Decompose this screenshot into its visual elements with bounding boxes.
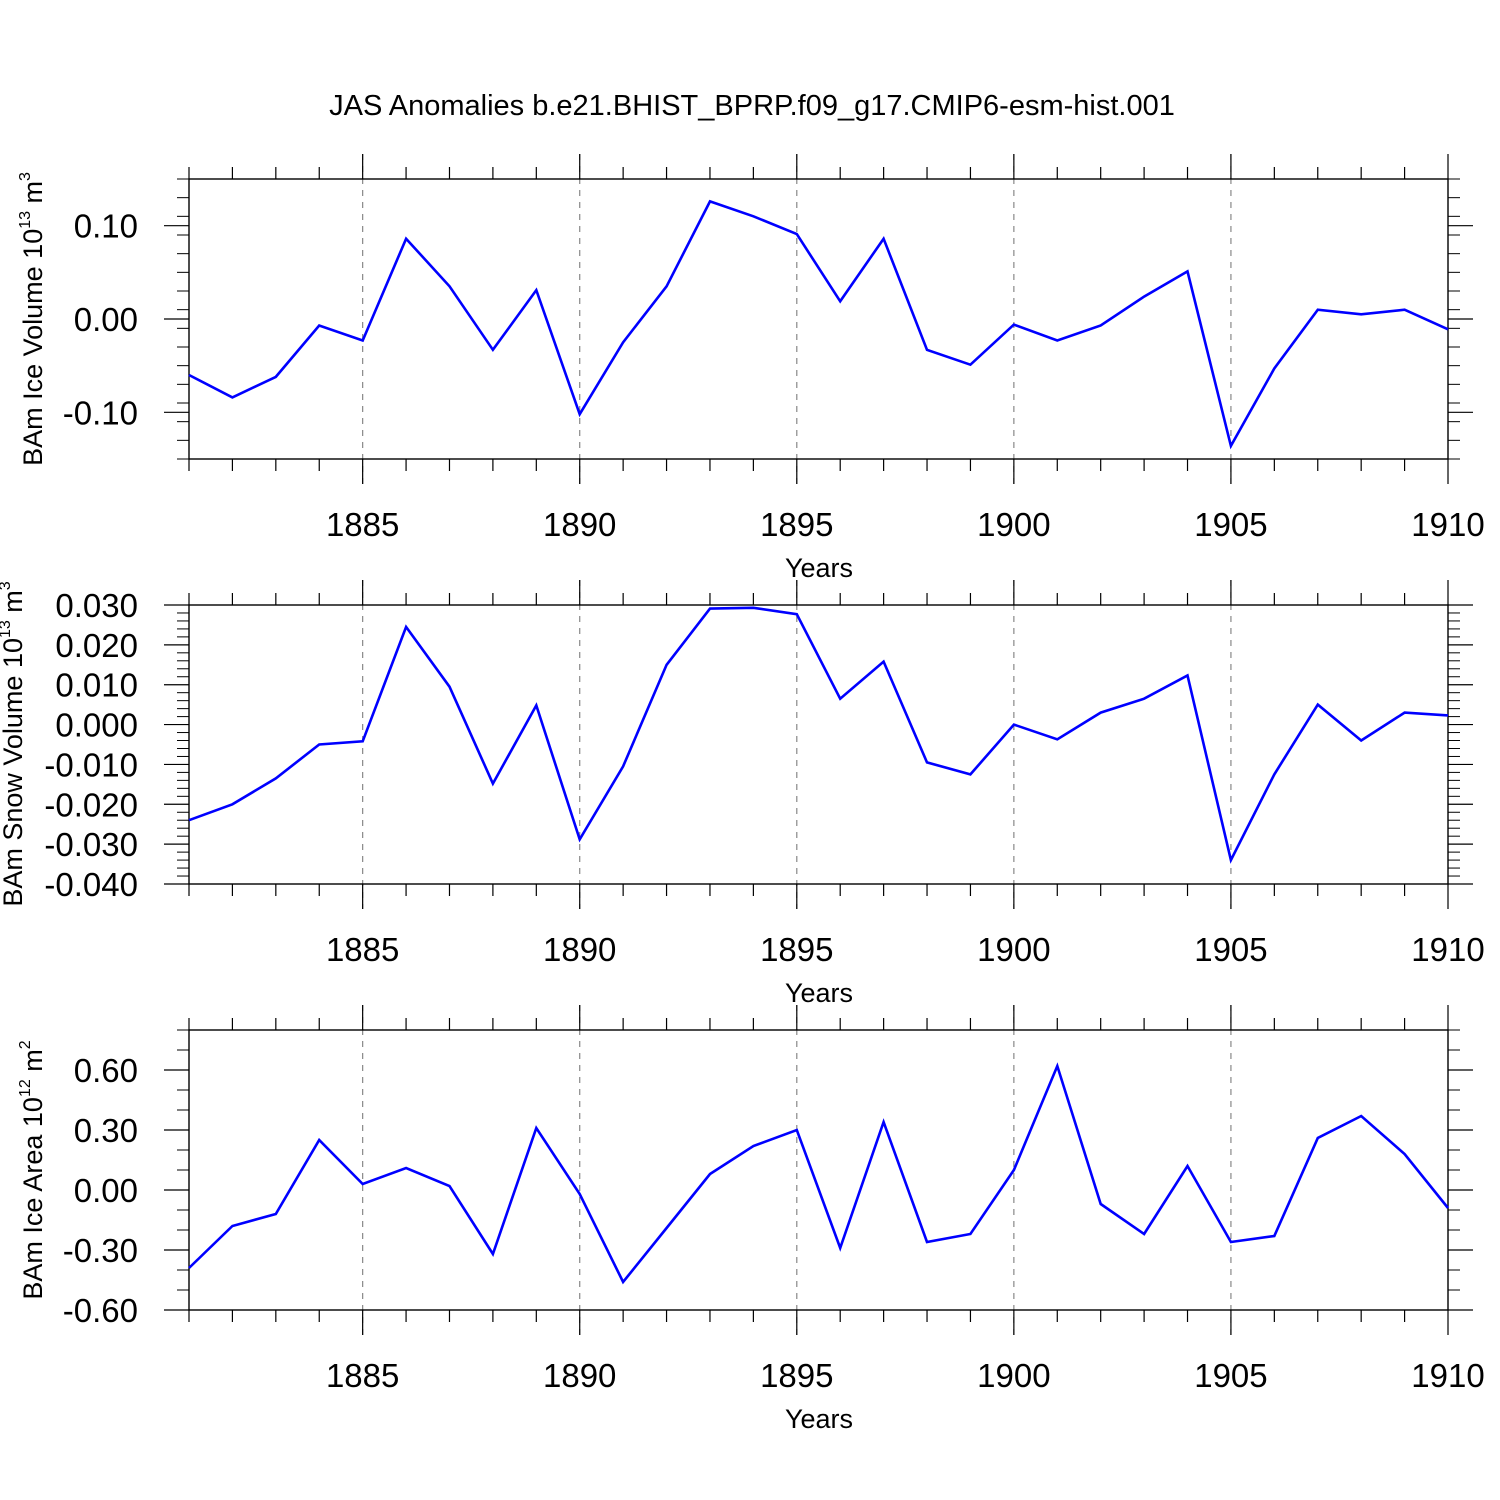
series-line [188, 1062, 1450, 1285]
y-tick-label: -0.040 [44, 866, 138, 903]
x-axis-label: Years [785, 978, 853, 1008]
y-axis-label: BAm Ice Area 1012 m2 [17, 1040, 48, 1299]
y-axis-label: BAm Snow Volume 1013 m3 [0, 581, 28, 906]
y-tick-label: -0.020 [44, 786, 138, 823]
y-tick-label: 0.010 [55, 667, 138, 704]
x-tick-label: 1900 [977, 1357, 1050, 1394]
x-tick-label: 1895 [760, 931, 833, 968]
x-tick-label: 1890 [543, 1357, 616, 1394]
series-line [188, 199, 1449, 450]
x-tick-label: 1890 [543, 506, 616, 543]
y-tick-label: -0.010 [44, 746, 138, 783]
x-tick-label: 1885 [326, 1357, 399, 1394]
y-tick-label: -0.030 [44, 826, 138, 863]
y-tick-label: -0.60 [63, 1292, 138, 1329]
x-tick-label: 1900 [977, 506, 1050, 543]
x-tick-label: 1910 [1411, 931, 1484, 968]
y-tick-label: -0.10 [63, 394, 138, 431]
x-axis-label: Years [785, 1404, 853, 1434]
x-tick-label: 1905 [1194, 1357, 1267, 1394]
y-axis-label: BAm Ice Volume 1013 m3 [17, 172, 48, 466]
x-tick-label: 1905 [1194, 506, 1267, 543]
x-tick-label: 1895 [760, 506, 833, 543]
series-line [188, 606, 1449, 864]
panel-2: 1885 1890 1895 1900 1905 1910 Years -0.040-0.03… [0, 580, 1485, 1008]
plot-frame [188, 178, 1449, 460]
plot-frame [188, 604, 1449, 885]
x-tick-label: 1885 [326, 506, 399, 543]
x-tick-label: 1905 [1194, 931, 1267, 968]
y-tick-label: 0.020 [55, 627, 138, 664]
x-tick-label: 1895 [760, 1357, 833, 1394]
panel-3: 1885 1890 1895 1900 1905 1910 Years -0.60 -0.30 0… [17, 1005, 1485, 1434]
x-axis-label: Years [785, 553, 853, 583]
y-tick-label: -0.30 [63, 1232, 138, 1269]
panels: 1885 1890 1895 1900 1905 1910 Years -0.10 0.00 0.… [0, 154, 1485, 1434]
plot-frame [188, 1029, 1449, 1311]
y-tick-label: 0.000 [55, 707, 138, 744]
y-tick-label: 0.00 [74, 1172, 138, 1209]
y-tick-label: 0.10 [74, 208, 138, 245]
y-tick-label: 0.00 [74, 301, 138, 338]
x-tick-label: 1910 [1411, 506, 1484, 543]
figure-title: JAS Anomalies b.e21.BHIST_BPRP.f09_g17.C… [329, 90, 1175, 122]
x-tick-label: 1900 [977, 931, 1050, 968]
x-tick-label: 1885 [326, 931, 399, 968]
x-tick-label: 1910 [1411, 1357, 1484, 1394]
y-tick-label: 0.60 [74, 1052, 138, 1089]
x-tick-label: 1890 [543, 931, 616, 968]
y-tick-label: 0.30 [74, 1112, 138, 1149]
y-tick-label: 0.030 [55, 587, 138, 624]
panel-1: 1885 1890 1895 1900 1905 1910 Years -0.10 0.00 0.… [17, 154, 1485, 583]
